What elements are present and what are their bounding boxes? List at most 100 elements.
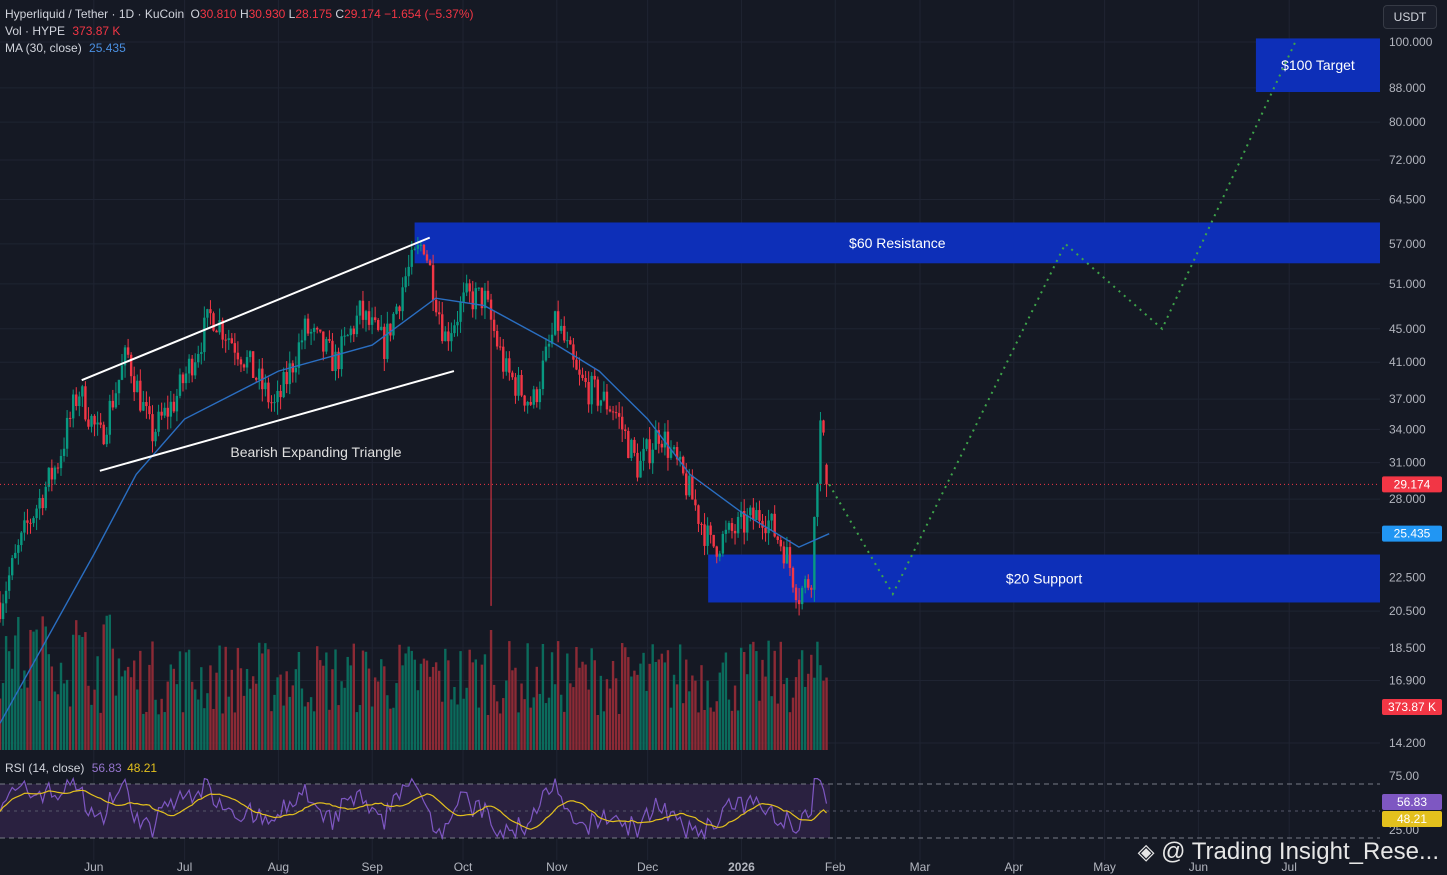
volume-bar xyxy=(72,634,75,750)
candle-body xyxy=(50,467,54,480)
candle-body xyxy=(782,546,786,564)
candle-body xyxy=(825,464,828,485)
candle-body xyxy=(462,292,465,303)
volume-bar xyxy=(767,640,770,750)
y-tick-label: 80.000 xyxy=(1389,115,1426,129)
volume-bar xyxy=(245,668,249,750)
last-price-tag: 29.174 xyxy=(1394,477,1431,491)
volume-bar xyxy=(660,653,664,750)
volume-bar xyxy=(682,703,685,750)
candle-body xyxy=(788,547,792,568)
candle-body xyxy=(556,311,560,331)
volume-bar xyxy=(797,659,801,750)
candle-body xyxy=(517,374,520,396)
volume-bar xyxy=(810,654,813,750)
volume-bar xyxy=(474,659,477,750)
volume-bar xyxy=(813,677,816,750)
volume-bar xyxy=(523,699,526,750)
candle-body xyxy=(65,417,69,449)
volume-bar xyxy=(23,670,26,750)
candle-body xyxy=(17,545,20,553)
candle-body xyxy=(215,330,218,333)
candle-body xyxy=(35,508,38,519)
candle-body xyxy=(242,364,246,368)
volume-bar xyxy=(541,643,545,750)
candle-body xyxy=(480,287,484,309)
volume-bar xyxy=(770,696,773,750)
volume-bar xyxy=(419,663,423,750)
volume-bar xyxy=(294,669,298,750)
volume-bar xyxy=(691,675,694,750)
volume-bar xyxy=(297,651,301,750)
candle-body xyxy=(90,415,93,427)
candle-body xyxy=(29,522,32,524)
volume-bar xyxy=(550,652,554,750)
candle-body xyxy=(337,351,340,370)
candle-body xyxy=(413,248,416,250)
candle-body xyxy=(84,386,87,420)
volume-bar xyxy=(239,668,243,750)
volume-bar xyxy=(462,698,465,750)
candle-body xyxy=(672,447,676,450)
candle-body xyxy=(758,510,761,521)
volume-bar xyxy=(715,701,718,750)
volume-bar xyxy=(395,683,398,750)
volume-bar xyxy=(535,666,538,750)
volume-bar xyxy=(468,649,471,750)
candle-body xyxy=(136,380,139,393)
volume-bar xyxy=(407,646,410,750)
volume-bar xyxy=(151,641,154,750)
volume-bar xyxy=(380,659,383,750)
candle-body xyxy=(200,352,203,354)
volume-bar xyxy=(560,694,563,750)
candle-body xyxy=(230,338,233,344)
volume-bar xyxy=(727,699,731,750)
volume-bar xyxy=(575,646,578,750)
candle-body xyxy=(270,402,273,404)
x-tick-label: Jul xyxy=(177,860,192,874)
volume-bar xyxy=(596,714,599,750)
volume-bar xyxy=(117,658,121,750)
volume-bar xyxy=(102,624,105,750)
candle-body xyxy=(306,318,310,334)
volume-bar xyxy=(306,702,310,750)
candle-body xyxy=(126,347,130,355)
candle-body xyxy=(526,401,529,406)
candle-body xyxy=(340,336,343,370)
volume-bar xyxy=(477,707,481,750)
volume-bar xyxy=(526,643,529,750)
y-tick-label: 41.000 xyxy=(1389,355,1426,369)
candle-body xyxy=(166,407,169,417)
y-tick-label: 64.500 xyxy=(1389,192,1426,206)
volume-bar xyxy=(422,658,426,750)
candle-body xyxy=(373,317,377,321)
volume-bar xyxy=(733,685,737,750)
candle-body xyxy=(123,347,127,366)
candle-body xyxy=(108,400,111,435)
y-tick-label: 57.000 xyxy=(1389,237,1426,251)
candle-body xyxy=(468,283,471,292)
volume-bar xyxy=(584,664,587,750)
candle-body xyxy=(102,424,105,445)
volume-bar xyxy=(75,620,78,750)
volume-bar xyxy=(538,693,542,750)
volume-bar xyxy=(273,694,276,750)
candle-body xyxy=(709,525,712,535)
volume-bar xyxy=(736,710,740,750)
candle-body xyxy=(743,511,746,533)
currency-button[interactable]: USDT xyxy=(1383,5,1437,29)
pattern-label: Bearish Expanding Triangle xyxy=(230,444,401,460)
y-tick-label: 51.000 xyxy=(1389,277,1426,291)
candle-body xyxy=(380,326,383,330)
candle-body xyxy=(532,389,535,405)
volume-bar xyxy=(334,649,337,750)
candle-body xyxy=(596,379,599,406)
volume-bar xyxy=(675,684,679,750)
volume-bar xyxy=(312,711,316,750)
candle-body xyxy=(120,365,124,380)
volume-bar xyxy=(636,674,639,750)
candle-body xyxy=(706,525,709,546)
candle-body xyxy=(44,486,47,509)
volume-bar xyxy=(343,687,346,750)
